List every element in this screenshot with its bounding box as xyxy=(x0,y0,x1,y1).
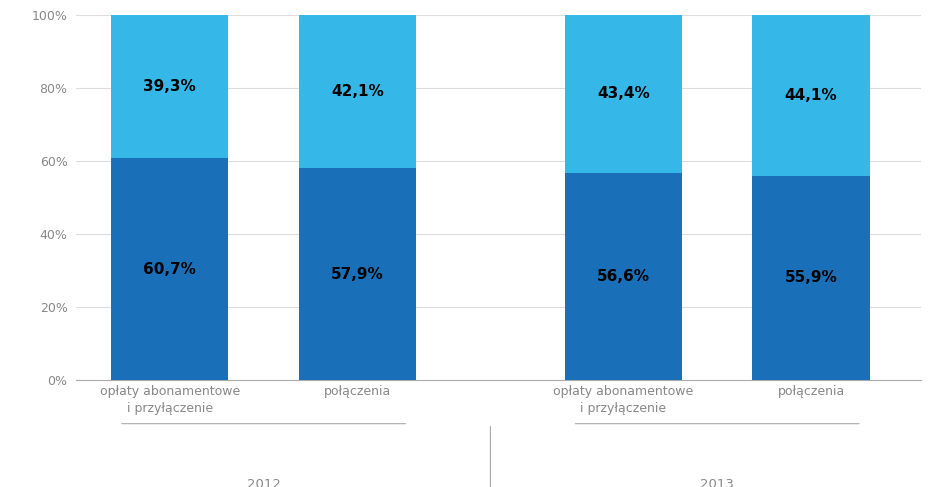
Text: 2012: 2012 xyxy=(247,478,281,487)
Text: 44,1%: 44,1% xyxy=(785,88,837,103)
Text: 60,7%: 60,7% xyxy=(143,262,196,277)
Text: 43,4%: 43,4% xyxy=(597,86,650,101)
Bar xyxy=(753,176,869,380)
Bar xyxy=(111,158,229,380)
Bar xyxy=(565,15,682,173)
Text: 56,6%: 56,6% xyxy=(597,269,650,284)
Text: 39,3%: 39,3% xyxy=(143,79,196,94)
Text: 42,1%: 42,1% xyxy=(331,84,383,99)
Text: 55,9%: 55,9% xyxy=(785,270,837,285)
Bar xyxy=(299,15,416,169)
Bar xyxy=(565,173,682,380)
Bar xyxy=(753,15,869,176)
Bar xyxy=(299,169,416,380)
Text: 2013: 2013 xyxy=(700,478,735,487)
Bar xyxy=(111,15,229,158)
Text: 57,9%: 57,9% xyxy=(331,266,383,281)
